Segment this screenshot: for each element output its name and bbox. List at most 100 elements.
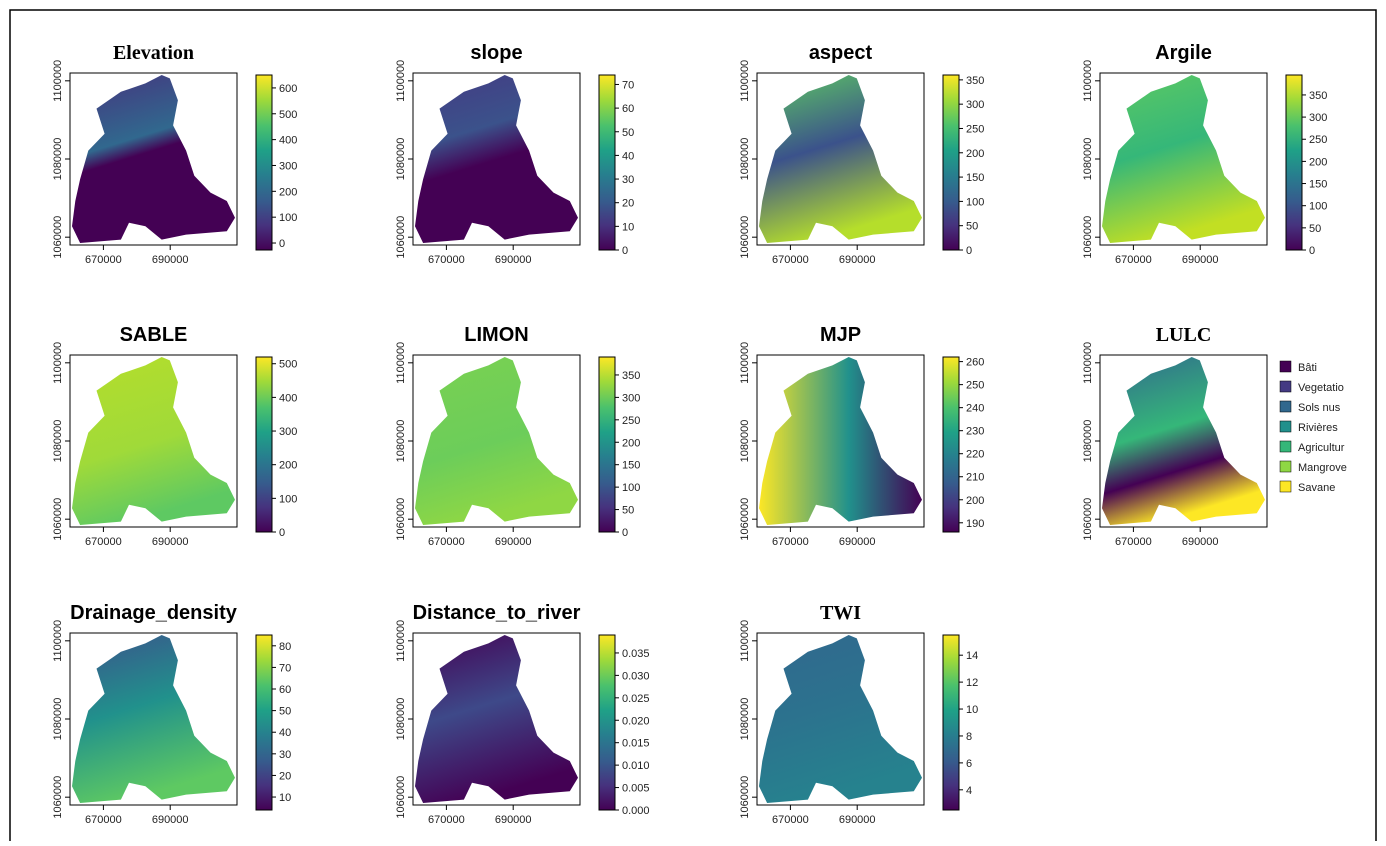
colorbar (943, 75, 959, 250)
x-tick-label: 670000 (772, 536, 809, 548)
colorbar-label: 40 (622, 150, 634, 162)
colorbar-label: 8 (966, 731, 972, 743)
y-tick-label: 1100000 (395, 342, 407, 384)
legend-label: Vegetatio (1298, 382, 1344, 394)
map-area (415, 357, 578, 525)
y-tick-label: 1100000 (395, 60, 407, 102)
map-panel: LULC670000690000106000010800001100000Bât… (1082, 324, 1347, 548)
colorbar-label: 500 (279, 109, 297, 121)
panel-title: TWI (820, 602, 861, 624)
y-tick-label: 1060000 (52, 776, 64, 819)
map-area (759, 357, 922, 525)
y-tick-label: 1100000 (52, 620, 64, 662)
legend-swatch (1280, 441, 1291, 452)
colorbar-label: 0 (966, 245, 972, 257)
y-tick-label: 1100000 (52, 342, 64, 384)
colorbar-label: 0.030 (622, 670, 650, 682)
colorbar-label: 250 (622, 415, 640, 427)
x-tick-label: 670000 (85, 536, 122, 548)
y-tick-label: 1060000 (395, 216, 407, 259)
y-tick-label: 1080000 (395, 138, 407, 181)
y-tick-label: 1060000 (395, 776, 407, 819)
map-area (72, 75, 235, 243)
y-tick-label: 1100000 (1082, 342, 1094, 384)
y-tick-label: 1100000 (395, 620, 407, 662)
colorbar-label: 240 (966, 403, 984, 415)
legend-swatch (1280, 461, 1291, 472)
colorbar-label: 200 (1309, 156, 1327, 168)
map-panel: Argile6700006900001060000108000011000000… (1082, 42, 1327, 266)
panel-title: LIMON (464, 324, 528, 346)
colorbar-label: 0.020 (622, 715, 650, 727)
colorbar-label: 0 (279, 527, 285, 539)
y-tick-label: 1080000 (395, 698, 407, 741)
colorbar-label: 0 (622, 527, 628, 539)
map-area (415, 75, 578, 243)
x-tick-label: 690000 (839, 814, 876, 826)
colorbar-label: 100 (1309, 201, 1327, 213)
colorbar-label: 210 (966, 472, 984, 484)
x-tick-label: 690000 (839, 254, 876, 266)
colorbar-label: 0.000 (622, 805, 650, 817)
y-tick-label: 1060000 (52, 216, 64, 259)
x-tick-label: 690000 (1182, 536, 1219, 548)
panel-title: SABLE (120, 324, 188, 346)
colorbar (1286, 75, 1302, 250)
colorbar-label: 0.035 (622, 648, 650, 660)
colorbar-label: 10 (279, 792, 291, 804)
x-tick-label: 670000 (85, 254, 122, 266)
colorbar (943, 357, 959, 532)
colorbar-label: 50 (1309, 223, 1321, 235)
colorbar-label: 300 (279, 160, 297, 172)
x-tick-label: 670000 (428, 254, 465, 266)
x-tick-label: 690000 (152, 254, 189, 266)
colorbar-label: 0.025 (622, 693, 650, 705)
colorbar-label: 350 (622, 370, 640, 382)
map-panel: Drainage_density670000690000106000010800… (52, 602, 291, 826)
map-panel: aspect6700006900001060000108000011000000… (739, 42, 984, 266)
y-tick-label: 1080000 (52, 420, 64, 463)
x-tick-label: 690000 (152, 536, 189, 548)
panel-title: Elevation (113, 42, 194, 64)
y-tick-label: 1060000 (739, 216, 751, 259)
colorbar-label: 70 (279, 662, 291, 674)
colorbar-label: 4 (966, 785, 972, 797)
legend-label: Mangrove (1298, 462, 1347, 474)
y-tick-label: 1100000 (739, 342, 751, 384)
colorbar (256, 75, 272, 250)
colorbar-label: 0 (622, 245, 628, 257)
colorbar-label: 100 (966, 196, 984, 208)
colorbar-label: 260 (966, 357, 984, 369)
colorbar-label: 300 (279, 426, 297, 438)
colorbar-label: 350 (966, 75, 984, 87)
colorbar-label: 30 (622, 174, 634, 186)
figure: Elevation6700006900001060000108000011000… (0, 0, 1386, 841)
y-tick-label: 1080000 (739, 420, 751, 463)
colorbar-label: 12 (966, 677, 978, 689)
colorbar-label: 6 (966, 758, 972, 770)
colorbar-label: 0.005 (622, 783, 650, 795)
x-tick-label: 670000 (1115, 536, 1152, 548)
colorbar-label: 50 (622, 505, 634, 517)
x-tick-label: 670000 (772, 814, 809, 826)
map-area (759, 75, 922, 243)
colorbar-label: 300 (622, 392, 640, 404)
colorbar-label: 14 (966, 650, 978, 662)
colorbar (256, 635, 272, 810)
colorbar-label: 0.015 (622, 738, 650, 750)
colorbar-label: 200 (622, 437, 640, 449)
colorbar-label: 0 (279, 238, 285, 250)
x-tick-label: 690000 (495, 254, 532, 266)
colorbar-label: 20 (622, 198, 634, 210)
colorbar-label: 60 (279, 684, 291, 696)
y-tick-label: 1080000 (739, 138, 751, 181)
panel-title: Distance_to_river (413, 602, 581, 624)
map-area (1102, 75, 1265, 243)
panel-title: MJP (820, 324, 861, 346)
x-tick-label: 690000 (1182, 254, 1219, 266)
colorbar-label: 200 (966, 148, 984, 160)
y-tick-label: 1060000 (1082, 498, 1094, 541)
legend-label: Bâti (1298, 362, 1317, 374)
